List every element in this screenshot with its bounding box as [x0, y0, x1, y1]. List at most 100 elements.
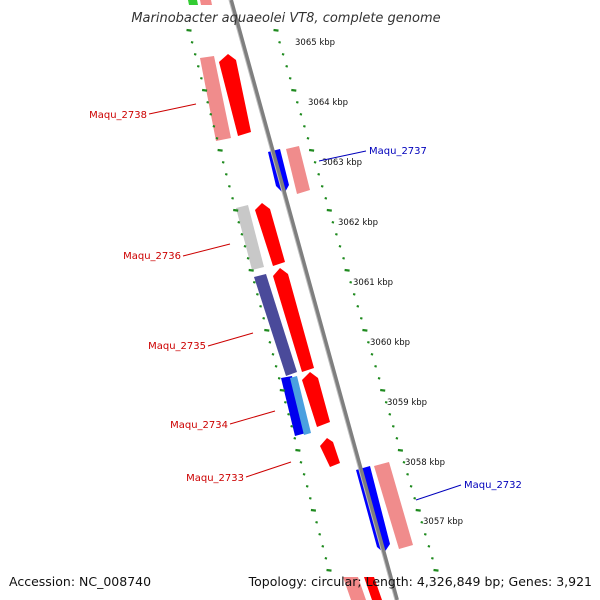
inner-tick-ring-minor-tick	[193, 53, 197, 56]
inner-tick-ring-minor-tick	[315, 521, 318, 524]
tick-rings	[186, 28, 439, 572]
gene-label-maqu-2733[interactable]: Maqu_2733	[186, 473, 244, 484]
callout-line	[318, 150, 367, 162]
inner-tick-ring-minor-tick	[262, 317, 266, 320]
outer-tick-ring-major-tick	[291, 88, 297, 92]
inner-tick-ring-minor-tick	[259, 305, 262, 308]
inner-tick-ring-minor-tick	[243, 245, 247, 248]
tick-label: 3063 kbp	[322, 158, 362, 168]
inner-tick-ring-minor-tick	[252, 281, 256, 284]
inner-tick-ring-minor-tick	[215, 137, 219, 140]
inner-tick-ring-minor-tick	[308, 497, 312, 500]
outer-tick-ring-minor-tick	[413, 497, 417, 500]
gene-label-maqu-2736[interactable]: Maqu_2736	[123, 251, 181, 262]
tick-label: 3064 kbp	[308, 98, 348, 108]
inner-tick-ring-minor-tick	[318, 533, 322, 536]
gene-label-maqu-2735[interactable]: Maqu_2735	[148, 341, 206, 352]
inner-tick-ring-major-tick	[217, 148, 223, 152]
inner-tick-ring-major-tick	[186, 28, 192, 32]
inner-tick-ring-major-tick	[248, 268, 254, 272]
accession-text: Accession: NC_008740	[9, 574, 151, 589]
outer-tick-ring-minor-tick	[324, 197, 328, 200]
outer-tick-ring-minor-tick	[299, 113, 303, 116]
callout-line	[182, 243, 231, 257]
outer-tick-ring-minor-tick	[285, 65, 289, 68]
outer-tick-ring-minor-tick	[317, 173, 321, 176]
genome-backbone	[229, 0, 399, 600]
inner-tick-ring-minor-tick	[305, 485, 309, 488]
outer-tick-ring-major-tick	[433, 568, 439, 572]
feature-tracks	[188, 0, 413, 600]
inner-tick-ring-minor-tick	[290, 425, 294, 428]
tick-label: 3065 kbp	[295, 38, 335, 48]
callout-line	[415, 484, 462, 501]
outer-tick-ring-minor-tick	[391, 425, 395, 428]
inner-tick-ring-minor-tick	[324, 557, 328, 560]
outer-tick-ring-minor-tick	[306, 137, 310, 140]
inner-tick-ring-minor-tick	[284, 401, 287, 404]
gene-maqu-2735[interactable]	[254, 268, 314, 376]
outer-tick-ring-major-tick	[326, 208, 332, 212]
outer-tick-ring-minor-tick	[406, 473, 409, 476]
outer-tick-ring-minor-tick	[370, 353, 374, 356]
gene-label-maqu-2734[interactable]: Maqu_2734	[170, 420, 228, 431]
outer-tick-ring-minor-tick	[320, 185, 324, 188]
gene-labels: Maqu_2738 Maqu_2737 Maqu_2736 Maqu_2735 …	[89, 110, 522, 491]
outer-tick-ring-major-tick	[380, 388, 386, 392]
tick-label: 3057 kbp	[423, 517, 463, 527]
gene-maqu-2733[interactable]	[320, 438, 340, 467]
gene-maqu-2734[interactable]	[281, 372, 330, 436]
gene-label-maqu-2732[interactable]: Maqu_2732	[464, 480, 522, 491]
inner-tick-ring-minor-tick	[274, 365, 278, 368]
inner-tick-ring-minor-tick	[271, 353, 275, 356]
outer-tick-ring-minor-tick	[281, 53, 285, 56]
inner-tick-ring-minor-tick	[293, 437, 297, 440]
inner-tick-ring-minor-tick	[302, 473, 306, 476]
outer-tick-ring-minor-tick	[356, 305, 360, 308]
outer-tick-ring-minor-tick	[402, 461, 406, 464]
inner-tick-ring-minor-tick	[196, 65, 200, 68]
gene-label-maqu-2737[interactable]: Maqu_2737	[369, 146, 427, 157]
outer-tick-ring-major-tick	[362, 328, 368, 332]
inner-tick-ring-major-tick	[310, 508, 317, 512]
gene-maqu-2738[interactable]	[200, 54, 251, 141]
outer-tick-ring-major-tick	[344, 268, 350, 272]
outer-tick-ring-minor-tick	[335, 233, 338, 236]
gene-maqu-2736[interactable]	[236, 203, 285, 270]
callout-line	[148, 103, 197, 115]
feature-top-green	[188, 0, 212, 5]
outer-tick-ring-major-tick	[273, 28, 279, 32]
inner-tick-ring-minor-tick	[190, 41, 194, 44]
outer-tick-ring-minor-tick	[313, 161, 317, 164]
outer-tick-ring-minor-tick	[423, 533, 427, 536]
outer-tick-ring-major-tick	[397, 448, 404, 452]
inner-tick-ring-minor-tick	[209, 113, 213, 116]
inner-tick-ring-minor-tick	[200, 77, 203, 80]
outer-tick-ring-major-tick	[308, 148, 315, 152]
outer-tick-ring-minor-tick	[331, 221, 335, 224]
outer-tick-ring-minor-tick	[377, 377, 381, 380]
outer-tick-ring-minor-tick	[388, 413, 392, 416]
outer-tick-ring-minor-tick	[342, 257, 345, 260]
map-title: Marinobacter aquaeolei VT8, complete gen…	[131, 11, 440, 26]
inner-tick-ring-minor-tick	[206, 101, 210, 104]
inner-tick-ring-minor-tick	[237, 221, 241, 224]
inner-tick-ring-minor-tick	[240, 233, 244, 236]
outer-tick-ring-minor-tick	[303, 125, 306, 128]
gene-label-maqu-2738[interactable]: Maqu_2738	[89, 110, 147, 121]
inner-tick-ring-minor-tick	[321, 545, 325, 548]
tick-label: 3059 kbp	[387, 398, 427, 408]
inner-tick-ring-minor-tick	[228, 185, 231, 188]
inner-tick-ring-minor-tick	[256, 293, 259, 296]
tick-label: 3062 kbp	[338, 218, 378, 228]
inner-tick-ring-major-tick	[326, 568, 332, 572]
outer-tick-ring-minor-tick	[295, 101, 299, 104]
outer-tick-ring-minor-tick	[367, 341, 370, 344]
outer-tick-ring-minor-tick	[338, 245, 342, 248]
inner-tick-ring-minor-tick	[246, 257, 250, 260]
outer-tick-ring-minor-tick	[409, 485, 413, 488]
genome-summary-text: Topology: circular; Length: 4,326,849 bp…	[248, 574, 592, 589]
outer-tick-ring-minor-tick	[349, 281, 353, 284]
inner-tick-ring-minor-tick	[268, 341, 272, 344]
